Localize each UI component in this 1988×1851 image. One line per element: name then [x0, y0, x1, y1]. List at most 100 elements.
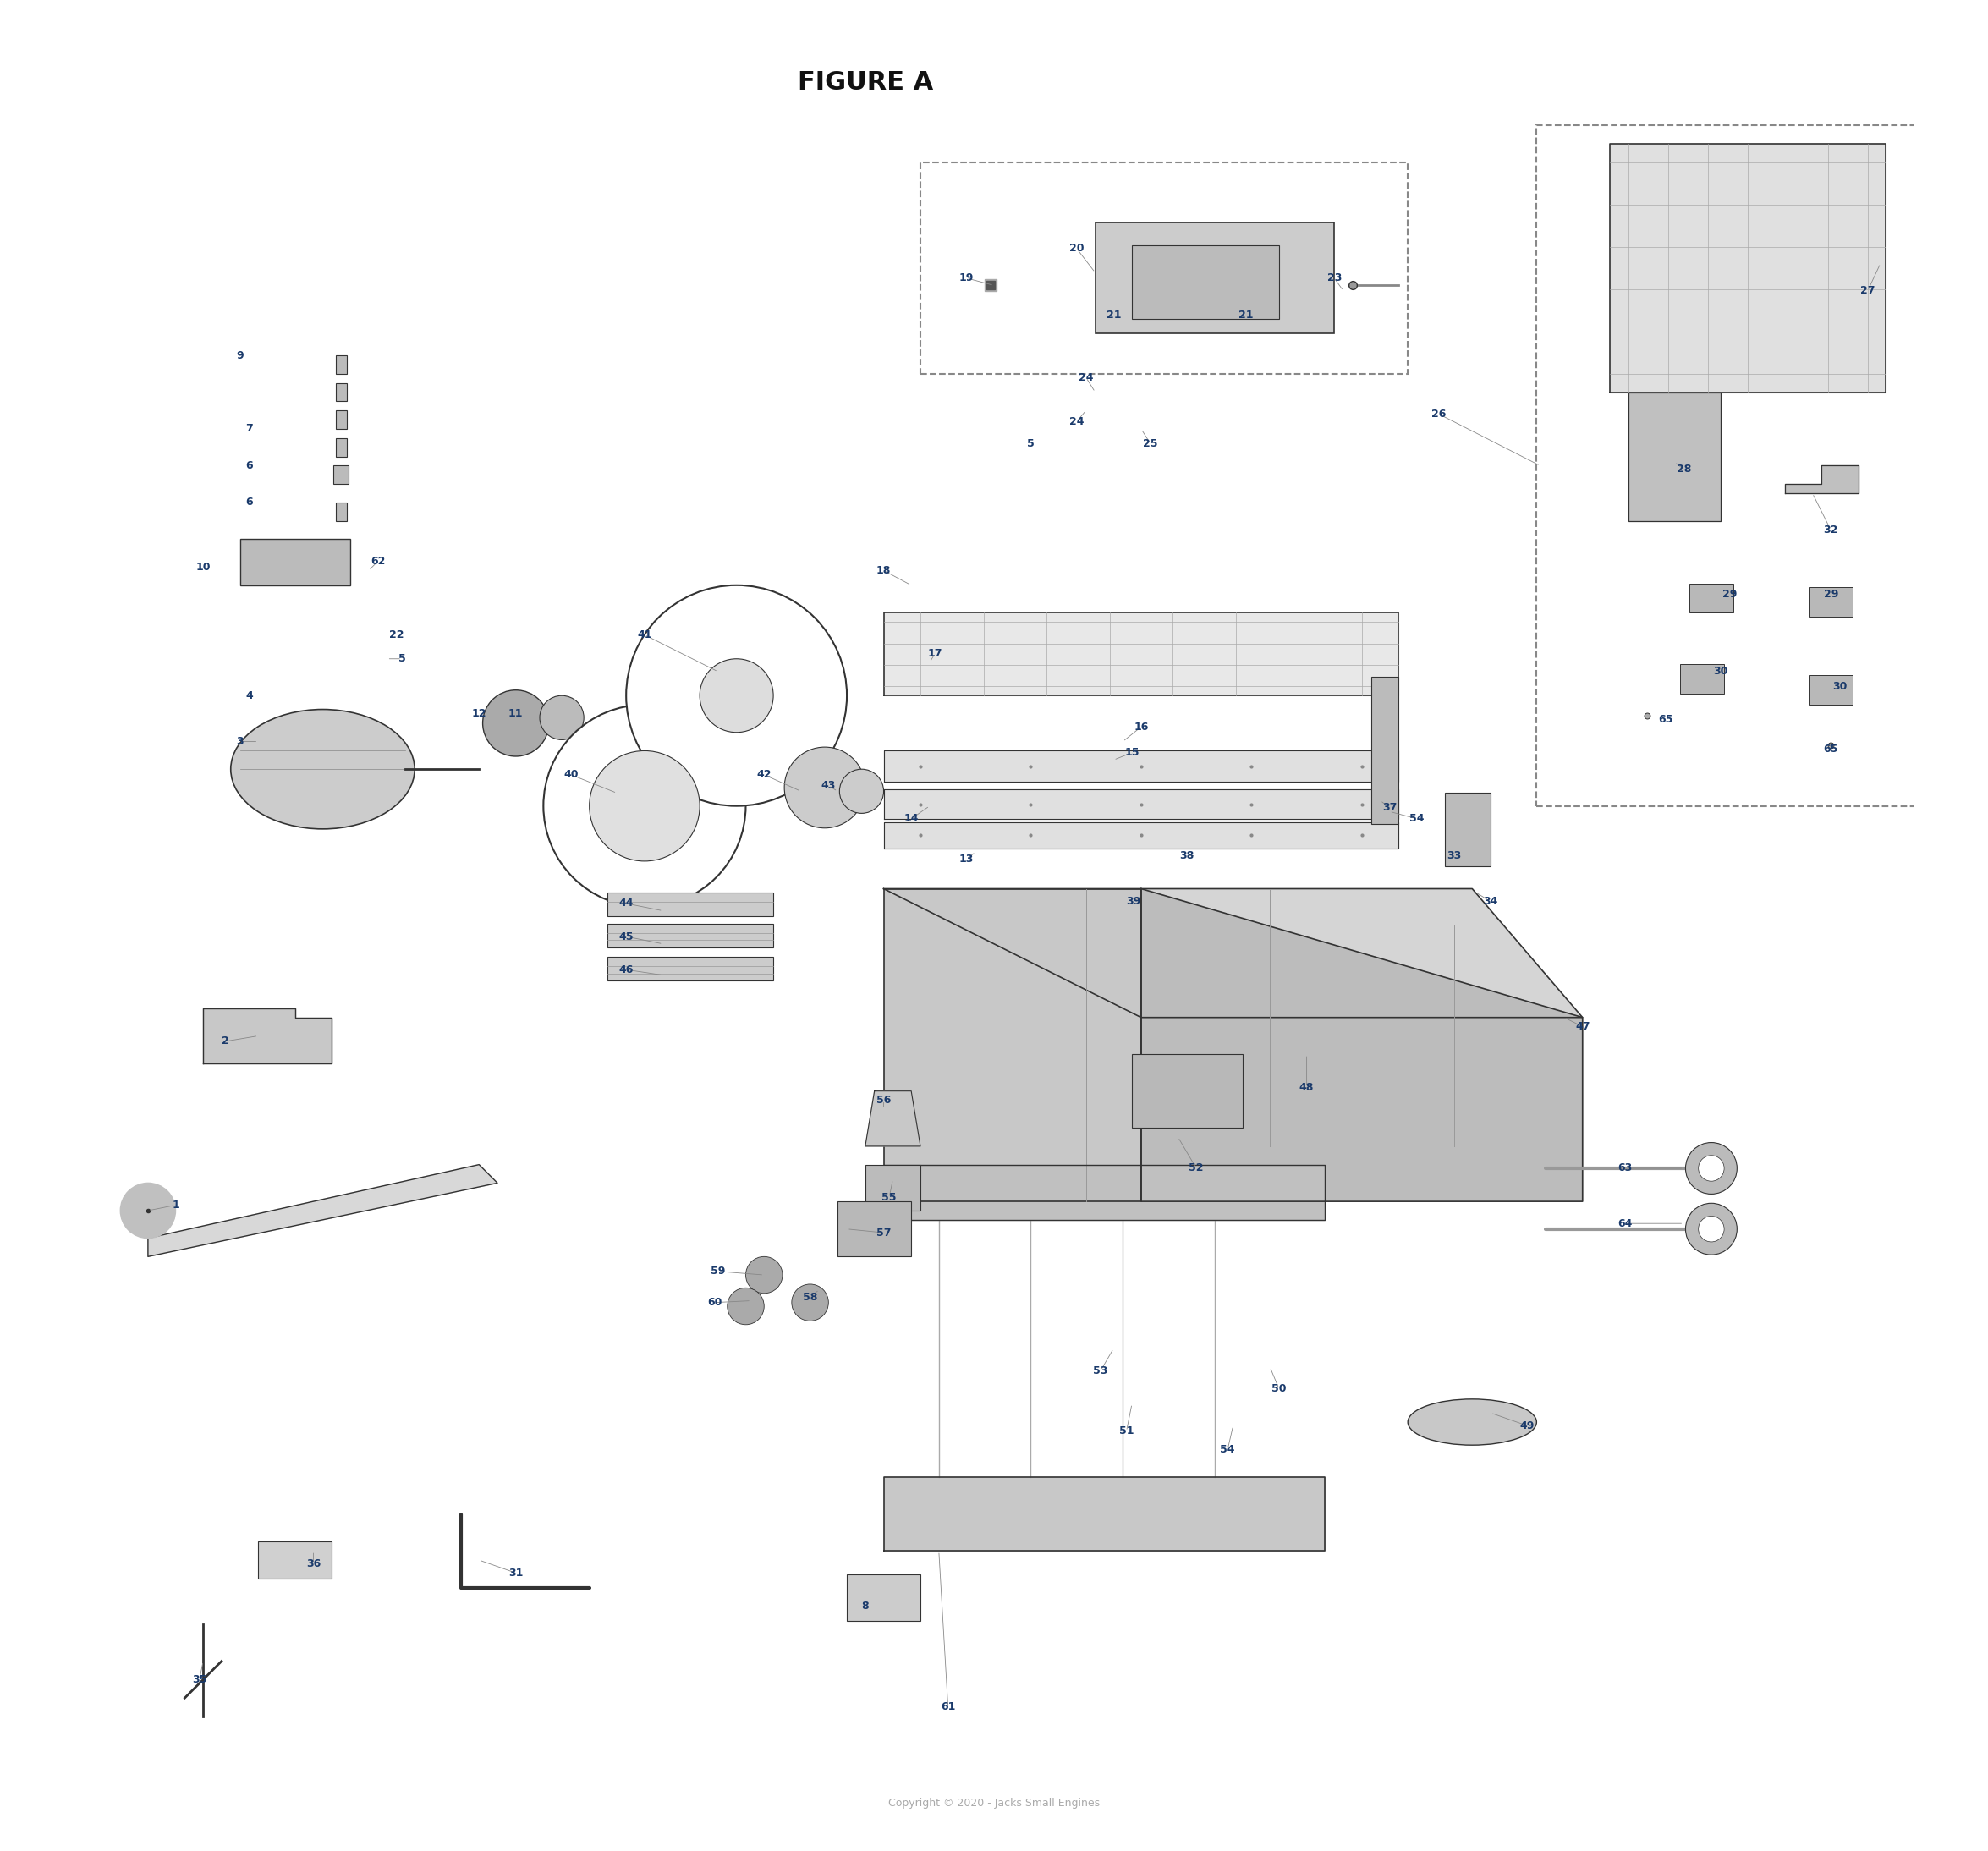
Bar — [1131, 1055, 1242, 1127]
Text: 44: 44 — [618, 898, 634, 909]
Text: 40: 40 — [563, 770, 579, 779]
Text: 21: 21 — [1239, 309, 1252, 320]
Text: 37: 37 — [1382, 801, 1398, 813]
Text: 55: 55 — [883, 1192, 897, 1203]
Circle shape — [1686, 1203, 1738, 1255]
Bar — [336, 383, 346, 402]
Text: 59: 59 — [712, 1266, 726, 1277]
Polygon shape — [883, 1477, 1326, 1551]
Text: 5: 5 — [1028, 439, 1034, 450]
Text: 49: 49 — [1521, 1420, 1535, 1431]
Polygon shape — [883, 1164, 1326, 1220]
Circle shape — [121, 1183, 175, 1238]
Bar — [1628, 392, 1720, 520]
Bar — [336, 355, 346, 374]
Polygon shape — [1141, 888, 1582, 1201]
Bar — [847, 1575, 920, 1621]
Circle shape — [785, 748, 865, 827]
Text: 14: 14 — [905, 813, 918, 824]
Ellipse shape — [231, 709, 415, 829]
Text: 12: 12 — [471, 709, 487, 720]
Text: 6: 6 — [245, 496, 252, 507]
Text: 15: 15 — [1125, 748, 1139, 759]
Circle shape — [626, 585, 847, 805]
Bar — [1131, 244, 1278, 318]
Polygon shape — [883, 613, 1400, 696]
Text: 9: 9 — [237, 350, 245, 361]
Text: 16: 16 — [1133, 722, 1149, 733]
Text: 29: 29 — [1722, 589, 1738, 600]
Text: 53: 53 — [1093, 1364, 1107, 1375]
Text: 45: 45 — [618, 931, 634, 942]
Polygon shape — [1785, 466, 1859, 492]
Circle shape — [1686, 1142, 1738, 1194]
Text: 54: 54 — [1221, 1444, 1235, 1455]
Text: 19: 19 — [958, 272, 974, 283]
Text: 13: 13 — [958, 853, 974, 864]
Text: Jacks
Small Engines: Jacks Small Engines — [920, 963, 1068, 1000]
Text: 41: 41 — [636, 629, 652, 640]
Text: 42: 42 — [757, 770, 771, 779]
Text: Copyright © 2020 - Jacks Small Engines: Copyright © 2020 - Jacks Small Engines — [889, 1797, 1099, 1808]
Text: 48: 48 — [1300, 1081, 1314, 1092]
Bar — [608, 892, 773, 916]
Text: 2: 2 — [221, 1037, 229, 1048]
Bar — [1680, 665, 1724, 694]
Text: 29: 29 — [1823, 589, 1839, 600]
Circle shape — [746, 1257, 783, 1294]
Text: 1: 1 — [171, 1199, 179, 1211]
Circle shape — [483, 690, 549, 757]
Polygon shape — [883, 888, 1582, 1018]
Text: 11: 11 — [509, 709, 523, 720]
Text: 20: 20 — [1070, 242, 1083, 254]
Polygon shape — [883, 822, 1400, 848]
Polygon shape — [147, 1164, 497, 1257]
Polygon shape — [865, 1090, 920, 1146]
Text: 58: 58 — [803, 1292, 817, 1303]
Bar — [336, 411, 346, 429]
Polygon shape — [883, 752, 1400, 781]
Text: 36: 36 — [306, 1559, 320, 1570]
Text: 35: 35 — [193, 1673, 207, 1684]
Text: 17: 17 — [928, 648, 942, 659]
Text: 64: 64 — [1618, 1218, 1632, 1229]
Bar — [1690, 583, 1734, 613]
Text: 31: 31 — [509, 1568, 523, 1579]
Bar — [1372, 677, 1400, 824]
Text: 7: 7 — [245, 424, 252, 435]
Text: 3: 3 — [237, 737, 245, 748]
Circle shape — [588, 752, 700, 861]
Text: 51: 51 — [1119, 1425, 1133, 1436]
Polygon shape — [883, 888, 1141, 1201]
Bar — [336, 439, 346, 457]
Bar — [241, 539, 350, 585]
Circle shape — [1698, 1216, 1724, 1242]
Text: 24: 24 — [1070, 416, 1083, 428]
Text: 27: 27 — [1861, 285, 1875, 296]
Text: 34: 34 — [1483, 896, 1497, 907]
Polygon shape — [1610, 144, 1887, 392]
Bar — [837, 1201, 911, 1257]
Circle shape — [700, 659, 773, 733]
Text: 62: 62 — [370, 555, 386, 566]
Bar — [336, 502, 346, 520]
Text: 60: 60 — [708, 1298, 722, 1309]
Bar — [865, 1164, 920, 1211]
Text: 23: 23 — [1326, 272, 1342, 283]
Text: 39: 39 — [1127, 896, 1141, 907]
Text: 30: 30 — [1714, 666, 1728, 677]
Text: 30: 30 — [1833, 681, 1847, 692]
Text: 33: 33 — [1447, 850, 1461, 861]
Text: 32: 32 — [1823, 524, 1839, 535]
Text: 65: 65 — [1823, 744, 1839, 755]
Text: 38: 38 — [1179, 850, 1195, 861]
Bar — [1095, 222, 1334, 333]
Polygon shape — [883, 789, 1400, 818]
Text: 6: 6 — [245, 461, 252, 472]
Text: 43: 43 — [821, 781, 835, 790]
Text: 5: 5 — [398, 653, 406, 665]
Polygon shape — [203, 1009, 332, 1064]
Text: FIGURE A: FIGURE A — [797, 70, 932, 94]
Text: 61: 61 — [940, 1701, 956, 1712]
Text: 24: 24 — [1079, 372, 1093, 383]
